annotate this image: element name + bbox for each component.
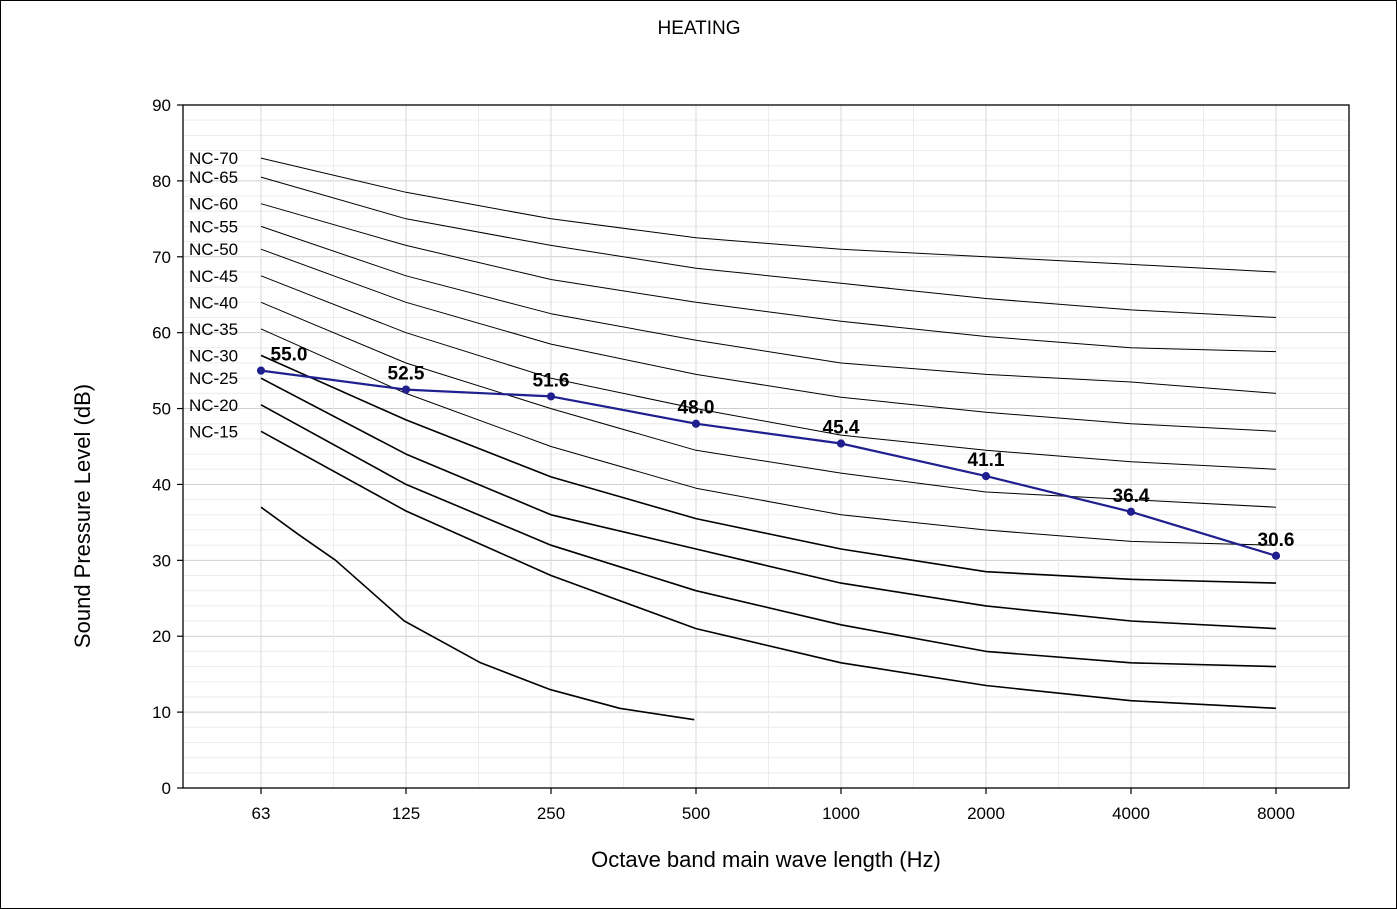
nc-curve-line — [260, 203, 1277, 353]
nc-curve-line — [260, 377, 1277, 630]
y-tick-label: 10 — [152, 703, 171, 722]
chart-title: HEATING — [657, 18, 740, 39]
nc-curve-label: NC-35 — [189, 320, 238, 339]
y-tick-label: 20 — [152, 627, 171, 646]
x-axis-label: Octave band main wave length (Hz) — [591, 847, 941, 872]
nc-curve-label: NC-45 — [189, 267, 238, 286]
nc-curve-line — [260, 301, 1277, 508]
nc-curve-label: NC-60 — [189, 195, 238, 214]
y-tick-label: 50 — [152, 400, 171, 419]
y-tick-label: 70 — [152, 248, 171, 267]
y-tick-label: 40 — [152, 475, 171, 494]
measured-point — [981, 471, 991, 481]
nc-curve-line — [260, 176, 1277, 318]
measured-point — [836, 439, 846, 448]
data-label: 41.1 — [968, 450, 1005, 471]
x-tick-label: 63 — [252, 804, 271, 823]
measured-point — [546, 392, 556, 401]
x-tick-label: 2000 — [967, 804, 1005, 823]
nc-curve-label: NC-55 — [189, 217, 238, 236]
y-tick-label: 30 — [152, 551, 171, 570]
nc-curve-label: NC-70 — [189, 149, 238, 168]
x-tick-label: 500 — [682, 804, 710, 823]
nc-curve-label: NC-20 — [189, 396, 238, 415]
data-label: 51.6 — [533, 370, 570, 391]
nc-curve-label: NC-15 — [189, 422, 238, 441]
gridlines — [183, 105, 1349, 788]
measured-point — [1126, 507, 1136, 516]
nc-curve-label: NC-50 — [189, 240, 238, 259]
nc-curve-line — [260, 328, 1277, 546]
nc-curve-label: NC-65 — [189, 168, 238, 187]
x-tick-label: 4000 — [1112, 804, 1150, 823]
nc-curve-line — [260, 506, 695, 721]
axes: 0 10 20 30 40 50 60 70 80 90 63 125 250 500 1000 2000 40… — [152, 96, 1295, 823]
measured-point — [256, 366, 266, 375]
y-tick-label: 0 — [162, 779, 171, 798]
nc-curve-label: NC-25 — [189, 369, 238, 388]
data-label: 48.0 — [678, 398, 715, 419]
nc-curve-line — [260, 225, 1277, 394]
data-label: 52.5 — [388, 364, 425, 385]
data-label: 45.4 — [823, 417, 860, 438]
nc-curve-line — [260, 430, 1277, 710]
x-tick-label: 8000 — [1257, 804, 1295, 823]
x-tick-label: 125 — [392, 804, 420, 823]
plot-area-border — [182, 104, 1350, 789]
y-tick-label: 60 — [152, 324, 171, 343]
y-tick-label: 90 — [152, 96, 171, 115]
nc-curve-line — [260, 248, 1277, 432]
x-tick-label: 250 — [537, 804, 565, 823]
data-label: 55.0 — [271, 345, 308, 366]
nc-curve-label: NC-30 — [189, 346, 238, 365]
nc-curve-line — [260, 157, 1277, 273]
measured-point — [1271, 551, 1281, 560]
nc-curve-label: NC-40 — [189, 293, 238, 312]
measured-series: 55.0 52.5 51.6 48.0 45.4 41.1 36.4 30.6 — [256, 345, 1295, 560]
measured-line — [260, 369, 1277, 557]
y-axis-label: Sound Pressure Level (dB) — [70, 384, 95, 648]
measured-point — [401, 385, 411, 394]
nc-curve-line — [260, 354, 1277, 584]
x-tick-label: 1000 — [822, 804, 860, 823]
nc-curve-line — [260, 275, 1277, 470]
y-tick-label: 80 — [152, 172, 171, 191]
data-label: 36.4 — [1113, 486, 1150, 507]
data-label: 30.6 — [1258, 530, 1295, 551]
measured-point — [691, 419, 701, 428]
nc-curve-line — [260, 404, 1277, 668]
